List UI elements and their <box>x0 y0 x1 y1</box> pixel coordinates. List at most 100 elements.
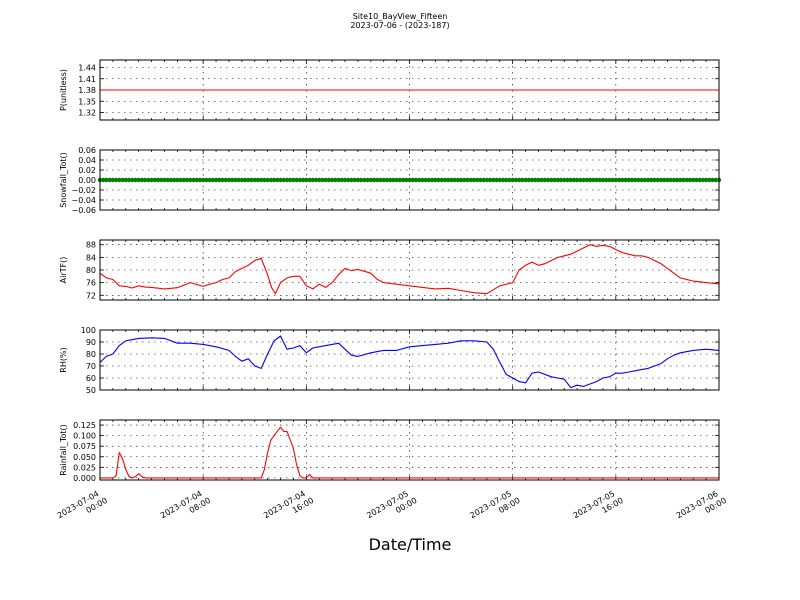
panel-2: 72 76 80 84 88 AirTF() <box>59 239 720 301</box>
panel-1-ylabel: Snowfall_Tot() <box>59 152 68 208</box>
panel-1-point <box>526 177 531 183</box>
panel-1-point <box>130 177 135 183</box>
panel-1-point <box>175 177 180 183</box>
panel-1-point <box>671 177 677 183</box>
panel-1-point <box>358 177 364 183</box>
panel-1-ytick-label: −0.04 <box>71 196 96 205</box>
panel-1-point <box>417 177 422 183</box>
panel-1-point <box>442 177 448 183</box>
panel-3-ylabel: RH(%) <box>59 347 68 372</box>
panel-1-point <box>562 177 567 183</box>
panel-1-point <box>336 177 341 183</box>
panel-1-point <box>600 177 606 183</box>
panel-1-ytick-label: −0.02 <box>71 186 96 195</box>
panel-2-grid <box>99 240 720 300</box>
panel-1-point <box>691 177 696 183</box>
panel-1-point <box>368 177 373 183</box>
panel-4-ytick-label: 0.100 <box>73 432 96 441</box>
panel-1-point <box>326 177 332 183</box>
panel-1-point <box>568 177 573 183</box>
panel-1-point <box>652 177 657 183</box>
panel-1-point <box>317 177 322 183</box>
panel-1-point <box>275 177 280 183</box>
panel-1-point <box>610 177 615 183</box>
panel-1-point <box>471 177 477 183</box>
panel-1-point <box>433 177 438 183</box>
panel-4-ytick-label: 0.025 <box>73 463 96 472</box>
panel-1-point <box>278 177 283 183</box>
panel-1-point <box>558 177 564 183</box>
panel-1-ytick-label: 0.00 <box>78 176 96 185</box>
panel-1-point <box>162 177 167 183</box>
panel-1-point <box>510 177 515 183</box>
panel-1-point <box>268 177 274 183</box>
panel-3-ytick-label: 60 <box>86 374 96 383</box>
panel-0-ytick-label: 1.38 <box>78 86 96 95</box>
chart-title: Site10_BayView_Fifteen <box>352 12 448 21</box>
panel-1-point <box>155 177 161 183</box>
panel-1-point <box>239 177 245 183</box>
panel-0-ylabel: P(unitless) <box>59 69 68 111</box>
panel-4-ytick-label: 0.000 <box>73 474 96 483</box>
panel-1-point <box>497 177 502 183</box>
panel-1-point <box>371 177 377 183</box>
panel-1-point <box>300 177 306 183</box>
panel-1-point <box>233 177 238 183</box>
panel-1-point <box>168 177 174 183</box>
panel-1-point <box>142 177 148 183</box>
panel-1-point <box>101 177 106 183</box>
panel-1-point <box>159 177 164 183</box>
panel-4-ylabel: Rainfall_Tot() <box>59 424 68 476</box>
panel-1-point <box>687 177 693 183</box>
x-axis-label: Date/Time <box>369 535 452 554</box>
panel-1-point <box>346 177 351 183</box>
panel-1-point <box>446 177 451 183</box>
panel-1-point <box>507 177 512 183</box>
panel-1-point <box>449 177 454 183</box>
panel-4-ytick-label: 0.050 <box>73 453 96 462</box>
panel-1-point <box>636 177 641 183</box>
panel-1-point <box>404 177 409 183</box>
panel-4-ytick-label: 0.075 <box>73 442 96 451</box>
panel-1-point <box>281 177 286 183</box>
panel-0-ytick-label: 1.44 <box>78 64 96 73</box>
panel-1-point <box>703 177 709 183</box>
panel-1-point <box>375 177 380 183</box>
panel-1-point <box>310 177 315 183</box>
panel-1-point <box>149 177 154 183</box>
panel-1-point <box>365 177 370 183</box>
panel-1-point <box>313 177 319 183</box>
panel-1-point <box>262 177 267 183</box>
panel-1-point <box>462 177 467 183</box>
panel-1-point <box>329 177 335 183</box>
panel-1-point <box>597 177 602 183</box>
panel-2-ytick-label: 72 <box>86 291 96 300</box>
panel-1-point <box>255 177 261 183</box>
panel-1-point <box>668 177 673 183</box>
panel-3-frame <box>99 329 720 391</box>
panel-1-point <box>223 177 228 183</box>
panel-1-point <box>487 177 493 183</box>
panel-1-point <box>194 177 199 183</box>
panel-1-point <box>516 177 522 183</box>
panel-1-point <box>436 177 441 183</box>
panel-1-point <box>713 177 718 183</box>
panel-1-point <box>172 177 177 183</box>
panel-1-point <box>616 177 622 183</box>
panel-1-point <box>613 177 618 183</box>
panel-1-point <box>629 177 635 183</box>
panel-1-point <box>481 177 486 183</box>
panel-1-point <box>394 177 399 183</box>
panel-1-point <box>684 177 689 183</box>
panel-2-series-line <box>99 244 720 295</box>
panel-1-point <box>700 177 706 183</box>
panel-1-point <box>545 177 551 183</box>
panel-1-frame <box>99 149 720 211</box>
panel-1-point <box>397 177 402 183</box>
panel-4-series-line <box>100 426 719 479</box>
panel-1-point <box>197 177 203 183</box>
panel-1-ytick-label: −0.06 <box>71 206 96 215</box>
